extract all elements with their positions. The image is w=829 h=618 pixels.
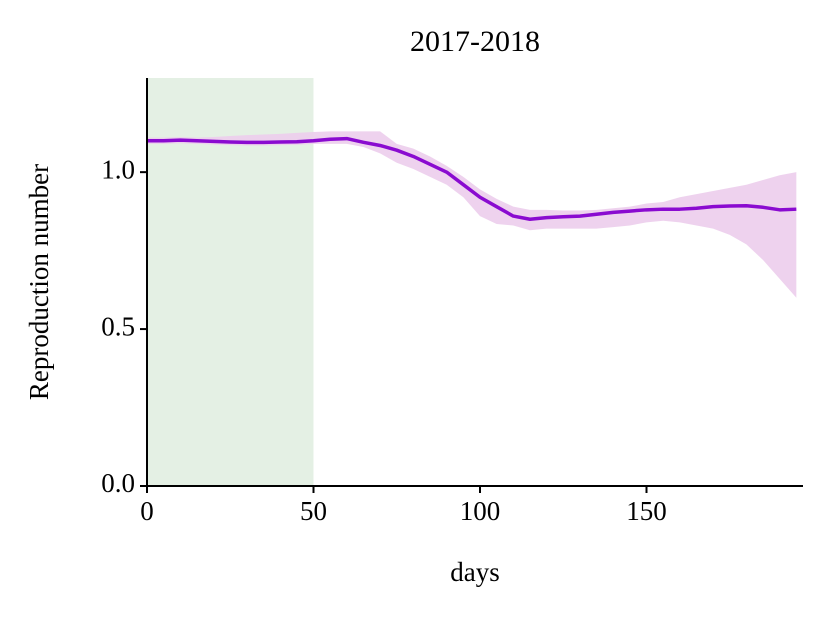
highlight-region	[147, 78, 314, 486]
y-tick-label: 0.5	[101, 311, 135, 341]
chart-title: 2017-2018	[410, 25, 540, 58]
x-tick-label: 0	[140, 496, 154, 526]
y-axis-label: Reproduction number	[24, 164, 54, 400]
y-tick-label: 0.0	[101, 468, 135, 498]
x-tick-label: 100	[460, 496, 501, 526]
x-tick-label: 150	[626, 496, 667, 526]
y-tick-label: 1.0	[101, 154, 135, 184]
confidence-band	[147, 131, 797, 298]
x-axis-label: days	[450, 557, 500, 587]
x-tick-label: 50	[300, 496, 327, 526]
line	[147, 136, 797, 221]
